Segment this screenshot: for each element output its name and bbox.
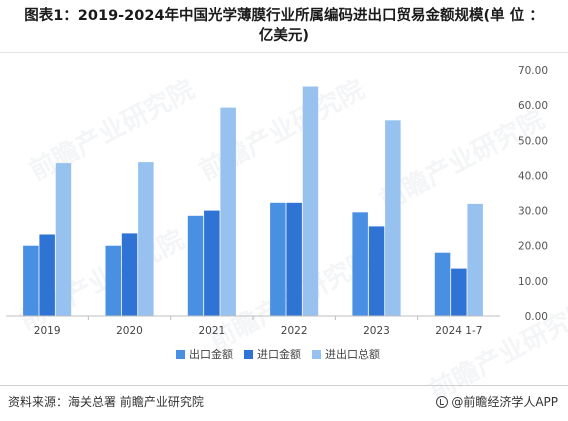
chart-title: 图表1：2019-2024年中国光学薄膜行业所属编码进出口贸易金额规模(单 位 … bbox=[24, 8, 544, 44]
y-tick-label: 50.00 bbox=[518, 135, 548, 147]
legend-label-2: 进出口总额 bbox=[325, 347, 380, 361]
source-note: 资料来源：海关总署 前瞻产业研究院 bbox=[8, 395, 204, 409]
x-tick-label: 2023 bbox=[363, 325, 390, 337]
y-tick-label: 40.00 bbox=[518, 170, 548, 182]
legend-swatch-0 bbox=[176, 350, 185, 359]
x-tick-label: 2024 1-7 bbox=[435, 325, 482, 337]
bar-chart: 0.00 10.00 20.00 30.00 40.00 50.00 60.00 70.00 2… bbox=[6, 65, 548, 361]
brand-label: @前瞻经济学人APP bbox=[451, 395, 558, 409]
legend-label-0: 出口金额 bbox=[189, 347, 233, 361]
x-tick-label: 2022 bbox=[281, 325, 308, 337]
y-tick-label: 60.00 bbox=[518, 100, 548, 112]
bar-2-3 bbox=[302, 86, 319, 316]
brand-logo-icon bbox=[436, 395, 449, 408]
bar-0-2 bbox=[187, 215, 204, 316]
footer-divider bbox=[0, 385, 568, 386]
x-tick-label: 2019 bbox=[34, 325, 61, 337]
y-tick-label: 20.00 bbox=[518, 241, 548, 253]
bar-0-0 bbox=[23, 245, 39, 316]
y-tick-label: 70.00 bbox=[518, 65, 548, 77]
legend-swatch-2 bbox=[312, 350, 321, 359]
bar-1-3 bbox=[286, 202, 302, 316]
bar-2-5 bbox=[467, 203, 483, 316]
x-tick-label: 2020 bbox=[116, 325, 143, 337]
bar-1-5 bbox=[451, 268, 467, 316]
y-tick-label: 0.00 bbox=[525, 311, 548, 323]
bar-0-1 bbox=[105, 245, 121, 316]
brand-footer: @前瞻经济学人APP bbox=[436, 393, 558, 410]
bar-2-0 bbox=[55, 163, 72, 316]
x-tick-label: 2021 bbox=[198, 325, 225, 337]
bar-1-0 bbox=[39, 234, 55, 316]
bar-1-2 bbox=[204, 210, 220, 316]
bar-0-4 bbox=[352, 212, 368, 316]
legend-swatch-1 bbox=[244, 350, 253, 359]
bar-0-3 bbox=[270, 202, 286, 316]
y-tick-label: 10.00 bbox=[518, 276, 548, 288]
y-tick-label: 30.00 bbox=[518, 206, 548, 218]
bar-0-5 bbox=[434, 252, 451, 316]
legend-label-1: 进口金额 bbox=[257, 347, 301, 361]
bar-1-1 bbox=[121, 233, 138, 316]
bar-2-1 bbox=[138, 162, 154, 316]
bar-2-4 bbox=[385, 120, 401, 316]
bar-1-4 bbox=[368, 226, 385, 316]
title-divider bbox=[0, 52, 568, 53]
bar-2-2 bbox=[220, 107, 236, 316]
